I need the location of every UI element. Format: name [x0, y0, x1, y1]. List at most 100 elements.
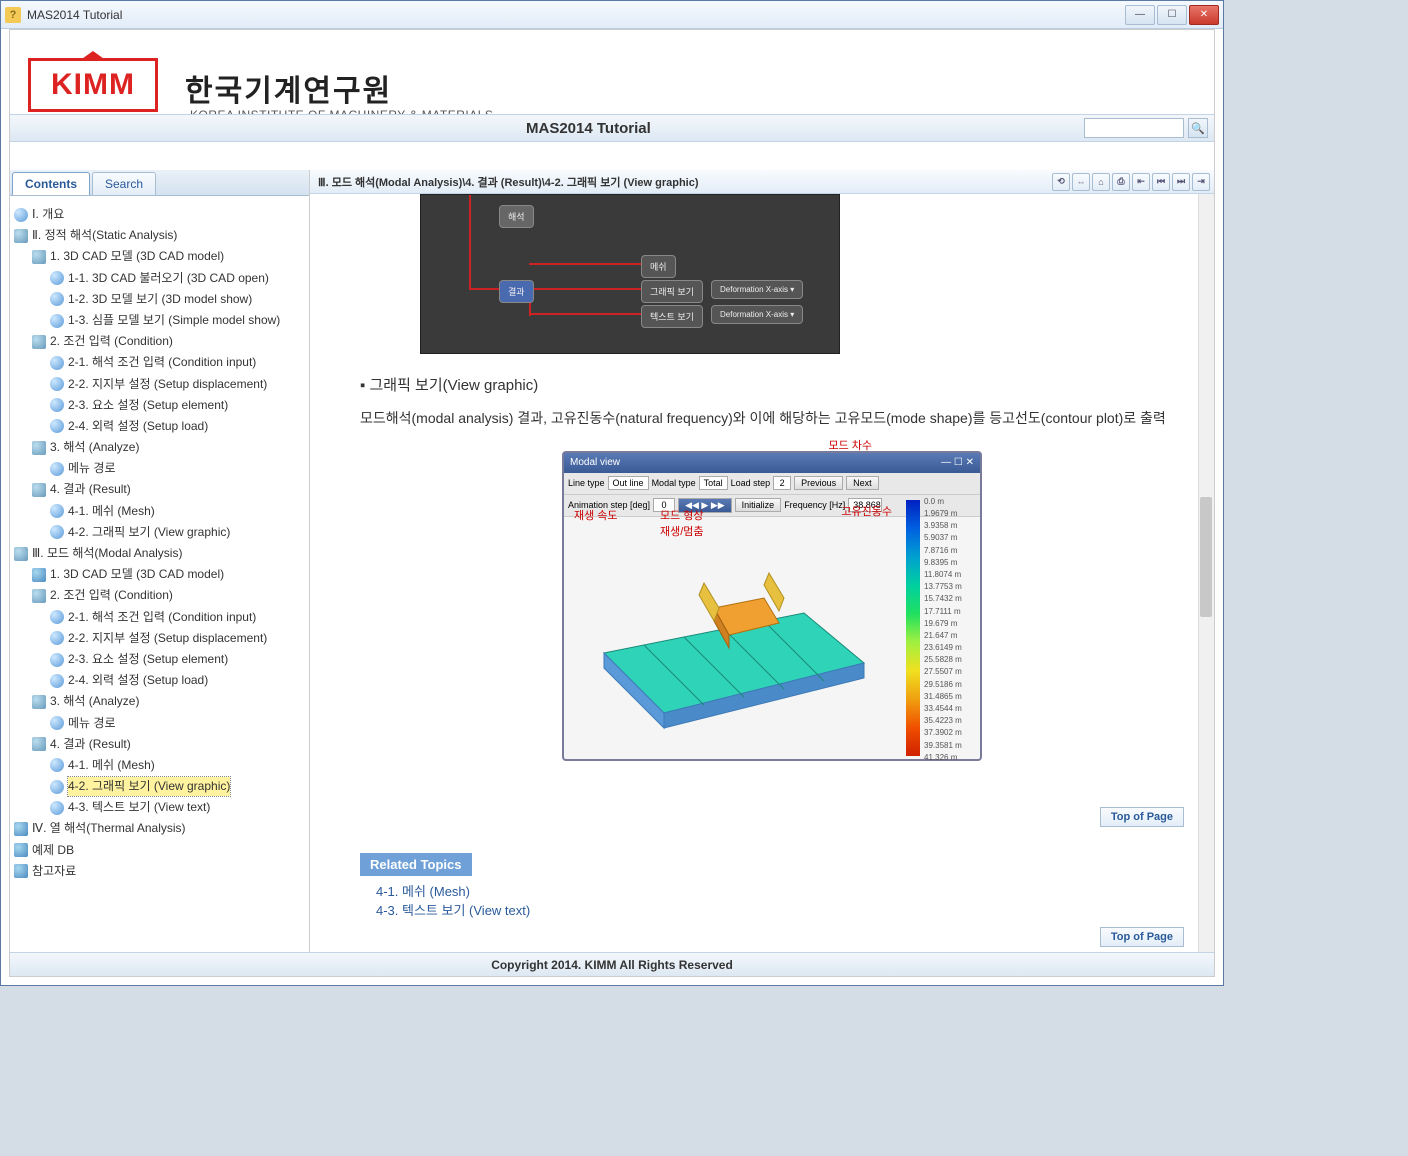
tree-item-label: 2-2. 지지부 설정 (Setup displacement)	[68, 375, 267, 394]
breadcrumb-bar: Ⅲ. 모드 해석(Modal Analysis)\4. 결과 (Result)\…	[310, 170, 1214, 194]
book-icon	[32, 589, 46, 603]
breadcrumb-tool-button[interactable]: ⏭	[1172, 173, 1190, 191]
breadcrumb-tool-button[interactable]: ⎙	[1112, 173, 1130, 191]
tree-item-label: 2-1. 해석 조건 입력 (Condition input)	[68, 608, 256, 627]
top-of-page-button[interactable]: Top of Page	[1100, 807, 1184, 827]
modaltype-dropdown[interactable]: Total	[699, 476, 728, 490]
breadcrumb-tool-button[interactable]: ⇥	[1192, 173, 1210, 191]
page-icon	[50, 314, 64, 328]
colorbar-label: 3.9358 m	[924, 521, 974, 530]
tree-item-label: 2. 조건 입력 (Condition)	[50, 586, 173, 605]
tree-item[interactable]: 2-4. 외력 설정 (Setup load)	[14, 670, 305, 691]
tree-item[interactable]: 참고자료	[14, 861, 305, 882]
loadstep-input[interactable]: 2	[773, 476, 791, 490]
book-icon	[14, 229, 28, 243]
tree-item-label: 메뉴 경로	[68, 459, 116, 478]
colorbar-label: 0.0 m	[924, 497, 974, 506]
maximize-button[interactable]: ☐	[1157, 5, 1187, 25]
tree-item-label: 2-4. 외력 설정 (Setup load)	[68, 671, 208, 690]
tree-item-label: 2-4. 외력 설정 (Setup load)	[68, 417, 208, 436]
search-input[interactable]	[1084, 118, 1184, 138]
modal-titlebar[interactable]: Modal view — ☐ ✕	[564, 453, 980, 473]
tree-item[interactable]: 3. 해석 (Analyze)	[14, 437, 305, 458]
tree-item-label: 3. 해석 (Analyze)	[50, 438, 139, 457]
tab-contents[interactable]: Contents	[12, 172, 90, 195]
tree-item[interactable]: Ⅰ. 개요	[14, 204, 305, 225]
tree-item[interactable]: 2-3. 요소 설정 (Setup element)	[14, 649, 305, 670]
colorbar-label: 25.5828 m	[924, 655, 974, 664]
related-link[interactable]: 4-3. 텍스트 보기 (View text)	[376, 901, 1184, 921]
diagram-node: 그래픽 보기	[641, 280, 703, 303]
tree-item[interactable]: 4. 결과 (Result)	[14, 479, 305, 500]
tree-item[interactable]: 4-3. 텍스트 보기 (View text)	[14, 797, 305, 818]
tree-item[interactable]: 4-1. 메쉬 (Mesh)	[14, 755, 305, 776]
tree-item[interactable]: 4-1. 메쉬 (Mesh)	[14, 501, 305, 522]
diagram-line	[529, 288, 641, 290]
tree-item[interactable]: 1-2. 3D 모델 보기 (3D model show)	[14, 289, 305, 310]
tree-item-label: 2-1. 해석 조건 입력 (Condition input)	[68, 353, 256, 372]
breadcrumb-tool-button[interactable]: ⇤	[1132, 173, 1150, 191]
book-icon	[32, 737, 46, 751]
annot-shape: 모드 형상 재생/멈춤	[660, 507, 704, 539]
tree-item[interactable]: 2-1. 해석 조건 입력 (Condition input)	[14, 352, 305, 373]
content-scrollbar[interactable]	[1198, 194, 1214, 952]
related-link[interactable]: 4-1. 메쉬 (Mesh)	[376, 882, 1184, 902]
tree-item[interactable]: 3. 해석 (Analyze)	[14, 691, 305, 712]
tree-item[interactable]: 1. 3D CAD 모델 (3D CAD model)	[14, 564, 305, 585]
tree-item[interactable]: 1. 3D CAD 모델 (3D CAD model)	[14, 246, 305, 267]
tree-item[interactable]: 2-3. 요소 설정 (Setup element)	[14, 395, 305, 416]
tree-item-label: Ⅲ. 모드 해석(Modal Analysis)	[32, 544, 182, 563]
scrollbar-thumb[interactable]	[1200, 497, 1212, 617]
titlebar[interactable]: ? MAS2014 Tutorial — ☐ ✕	[1, 1, 1223, 29]
close-button[interactable]: ✕	[1189, 5, 1219, 25]
tree-item-label: 2-2. 지지부 설정 (Setup displacement)	[68, 629, 267, 648]
page-icon	[50, 716, 64, 730]
tree-item[interactable]: 1-3. 심플 모델 보기 (Simple model show)	[14, 310, 305, 331]
breadcrumb-tool-button[interactable]: ⇔	[1072, 173, 1090, 191]
book-icon	[32, 483, 46, 497]
tree-item[interactable]: 메뉴 경로	[14, 713, 305, 734]
tree-item[interactable]: Ⅲ. 모드 해석(Modal Analysis)	[14, 543, 305, 564]
colorbar: 0.0 m1.9679 m3.9358 m5.9037 m7.8716 m9.8…	[906, 497, 976, 759]
tree-item[interactable]: 2-2. 지지부 설정 (Setup displacement)	[14, 628, 305, 649]
tree-item[interactable]: Ⅳ. 열 해석(Thermal Analysis)	[14, 818, 305, 839]
colorbar-label: 7.8716 m	[924, 546, 974, 555]
book-icon	[14, 547, 28, 561]
content-body[interactable]: 해석결과메쉬그래픽 보기텍스트 보기Deformation X-axis ▾De…	[310, 194, 1214, 952]
page-icon	[50, 356, 64, 370]
modal-view-window: Modal view — ☐ ✕ Line type Out line Moda…	[562, 451, 982, 761]
tree-item[interactable]: 2-1. 해석 조건 입력 (Condition input)	[14, 607, 305, 628]
breadcrumb-tool-button[interactable]: ⌂	[1092, 173, 1110, 191]
tree-item[interactable]: 2-2. 지지부 설정 (Setup displacement)	[14, 374, 305, 395]
breadcrumb-tool-button[interactable]: ⟲	[1052, 173, 1070, 191]
previous-button[interactable]: Previous	[794, 476, 843, 490]
breadcrumb-tool-button[interactable]: ⏮	[1152, 173, 1170, 191]
tree-item[interactable]: 메뉴 경로	[14, 458, 305, 479]
page-icon	[50, 610, 64, 624]
colorbar-label: 17.7111 m	[924, 607, 974, 616]
tab-search[interactable]: Search	[92, 172, 156, 195]
linetype-dropdown[interactable]: Out line	[608, 476, 649, 490]
tree-item[interactable]: 2. 조건 입력 (Condition)	[14, 331, 305, 352]
initialize-button[interactable]: Initialize	[735, 498, 782, 512]
top-of-page-button-2[interactable]: Top of Page	[1100, 927, 1184, 947]
colorbar-label: 5.9037 m	[924, 533, 974, 542]
tree-item[interactable]: 4-2. 그래픽 보기 (View graphic)	[14, 776, 305, 797]
tree-item[interactable]: 4. 결과 (Result)	[14, 734, 305, 755]
diagram-node: 해석	[499, 205, 534, 228]
tree-item[interactable]: Ⅱ. 정적 해석(Static Analysis)	[14, 225, 305, 246]
tree-item[interactable]: 1-1. 3D CAD 불러오기 (3D CAD open)	[14, 268, 305, 289]
app-body: KIMM 한국기계연구원 KOREA INSTITUTE OF MACHINER…	[9, 29, 1215, 977]
minimize-button[interactable]: —	[1125, 5, 1155, 25]
search-button[interactable]: 🔍	[1188, 118, 1208, 138]
tree-item[interactable]: 예제 DB	[14, 840, 305, 861]
page-icon	[50, 653, 64, 667]
diagram-node: 텍스트 보기	[641, 305, 703, 328]
tree-item-label: 1. 3D CAD 모델 (3D CAD model)	[50, 565, 224, 584]
colorbar-label: 11.8074 m	[924, 570, 974, 579]
modal-window-icons[interactable]: — ☐ ✕	[941, 457, 974, 468]
tree-item[interactable]: 2. 조건 입력 (Condition)	[14, 585, 305, 606]
tree-item[interactable]: 4-2. 그래픽 보기 (View graphic)	[14, 522, 305, 543]
next-button[interactable]: Next	[846, 476, 879, 490]
tree-item[interactable]: 2-4. 외력 설정 (Setup load)	[14, 416, 305, 437]
